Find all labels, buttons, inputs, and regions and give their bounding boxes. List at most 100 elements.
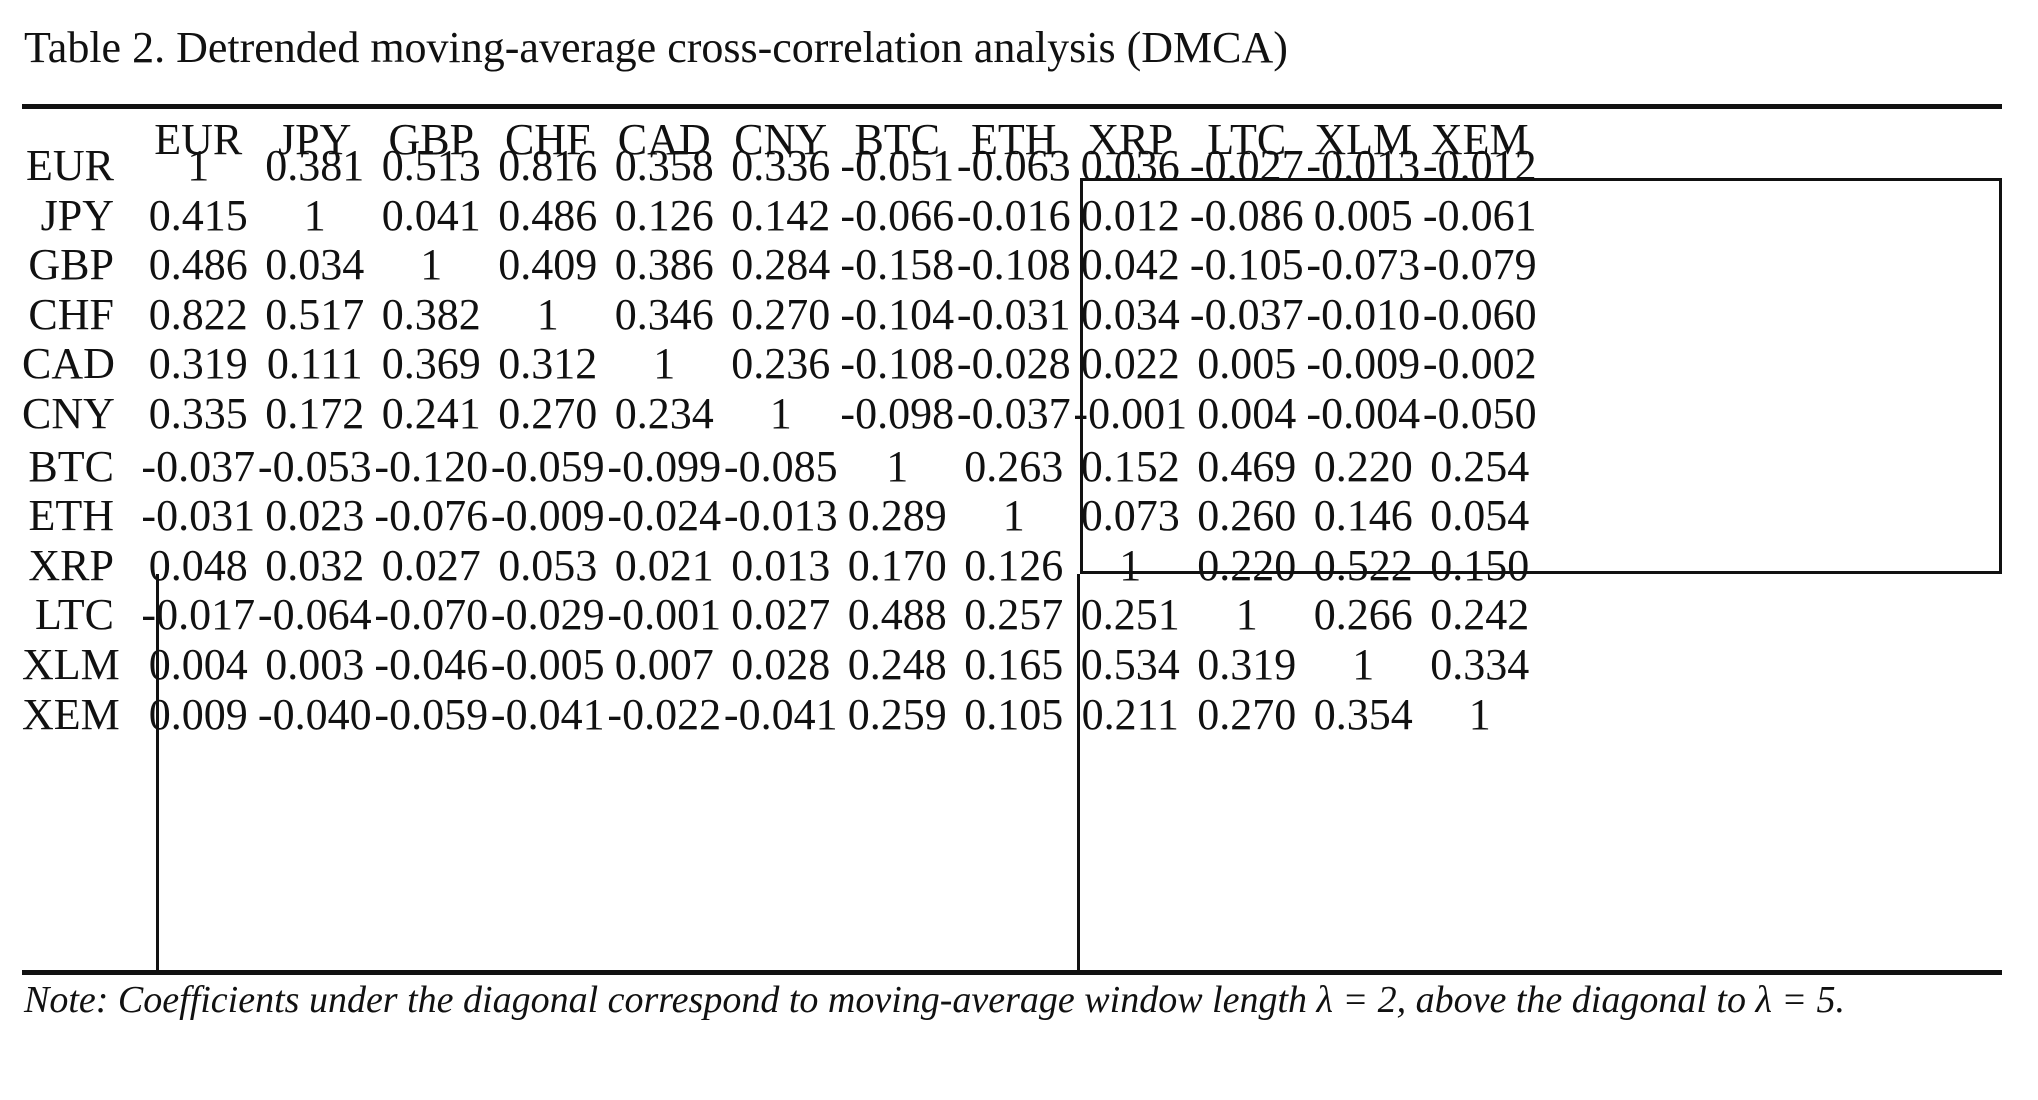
table-bottom-rule xyxy=(22,970,2002,975)
table-cell: -0.063 xyxy=(956,141,1071,190)
table-cell: 0.036 xyxy=(1080,141,1180,190)
column-header: JPY xyxy=(278,115,352,164)
table-cell: -0.022 xyxy=(607,689,722,739)
table-cell: 0.027 xyxy=(381,540,481,590)
row-label: GBP xyxy=(28,240,114,290)
table-cell: -0.066 xyxy=(840,190,955,240)
table-cell: -0.001 xyxy=(1073,389,1188,438)
table-cell: -0.060 xyxy=(1422,289,1537,339)
table-cell: 0.358 xyxy=(614,141,714,190)
table-cell: -0.059 xyxy=(374,689,489,739)
table-cell: -0.079 xyxy=(1422,240,1537,290)
table-cell: 0.236 xyxy=(731,339,831,389)
table-cell: -0.041 xyxy=(490,689,605,739)
table-cell: 0.053 xyxy=(498,540,598,590)
column-header: XEM xyxy=(1430,115,1529,164)
table-cell: 1 xyxy=(1468,689,1491,739)
column-header: CHF xyxy=(504,115,591,164)
row-label: CHF xyxy=(28,289,114,339)
table-cell: -0.050 xyxy=(1422,389,1537,438)
table-cell: 0.248 xyxy=(847,640,947,689)
row-label: ETH xyxy=(28,491,114,541)
table-cell: 0.254 xyxy=(1430,441,1530,491)
table-cell: 0.369 xyxy=(381,339,481,389)
row-label: BTC xyxy=(28,441,114,491)
table-cell: -0.016 xyxy=(956,190,1071,240)
table-cell: 0.263 xyxy=(964,441,1064,491)
table-cell: 0.284 xyxy=(731,240,831,290)
column-header: XLM xyxy=(1314,115,1413,164)
table-cell: 0.003 xyxy=(265,640,365,689)
table-cell: 0.146 xyxy=(1313,491,1413,541)
table-cell: -0.105 xyxy=(1189,240,1304,290)
table-cell: 0.270 xyxy=(731,289,831,339)
table-top-rule xyxy=(22,104,2002,109)
table-cell: 0.319 xyxy=(1197,640,1297,689)
table-cell: 0.170 xyxy=(847,540,947,590)
table-cell: 1 xyxy=(1235,590,1258,640)
table-cell: 0.005 xyxy=(1313,190,1413,240)
table-cell: -0.013 xyxy=(723,491,838,541)
table-cell: 0.251 xyxy=(1080,590,1180,640)
column-header: LTC xyxy=(1207,115,1287,164)
table-cell: -0.031 xyxy=(141,491,256,541)
table-cell: -0.064 xyxy=(257,590,372,640)
table-cell: -0.009 xyxy=(490,491,605,541)
table-cell: -0.029 xyxy=(490,590,605,640)
table-note: Note: Coefficients under the diagonal co… xyxy=(24,979,1846,1021)
table-cell: 0.319 xyxy=(148,339,248,389)
table-cell: -0.104 xyxy=(840,289,955,339)
table-cell: 0.073 xyxy=(1080,491,1180,541)
table-cell: -0.073 xyxy=(1306,240,1421,290)
table-cell: 0.259 xyxy=(847,689,947,739)
table-cell: -0.040 xyxy=(257,689,372,739)
lower-crypto-fiat-box xyxy=(156,574,1080,972)
table-cell: 0.513 xyxy=(381,141,481,190)
table-cell: 1 xyxy=(1352,640,1375,689)
table-cell: 0.034 xyxy=(1080,289,1180,339)
table-cell: 0.152 xyxy=(1080,441,1180,491)
row-label: CAD xyxy=(22,339,115,389)
row-label: XEM xyxy=(22,689,120,739)
table-caption: Table 2. Detrended moving-average cross-… xyxy=(24,23,1288,72)
table-cell: -0.051 xyxy=(840,141,955,190)
table-cell: 0.312 xyxy=(498,339,598,389)
column-header: CAD xyxy=(617,115,711,164)
row-label: JPY xyxy=(40,190,114,240)
table-cell: -0.028 xyxy=(956,339,1071,389)
table-cell: 0.409 xyxy=(498,240,598,290)
table-cell: -0.099 xyxy=(607,441,722,491)
table-cell: -0.009 xyxy=(1306,339,1421,389)
table-cell: -0.010 xyxy=(1306,289,1421,339)
table-cell: 0.522 xyxy=(1313,540,1413,590)
table-cell: 1 xyxy=(886,441,909,491)
column-header: CNY xyxy=(734,115,828,164)
table-cell: 1 xyxy=(303,190,326,240)
table-cell: 0.381 xyxy=(265,141,365,190)
table-cell: -0.002 xyxy=(1422,339,1537,389)
table-cell: -0.158 xyxy=(840,240,955,290)
table-cell: 0.382 xyxy=(381,289,481,339)
table-cell: 0.021 xyxy=(614,540,714,590)
table-cell: 0.816 xyxy=(498,141,598,190)
table-cell: -0.053 xyxy=(257,441,372,491)
table-cell: 0.234 xyxy=(614,389,714,438)
table-cell: -0.086 xyxy=(1189,190,1304,240)
table-cell: 0.042 xyxy=(1080,240,1180,290)
row-label: XLM xyxy=(22,640,120,689)
table-cell: 0.334 xyxy=(1430,640,1530,689)
table-cell: -0.098 xyxy=(840,389,955,438)
table-cell: -0.059 xyxy=(490,441,605,491)
table-cell: 0.266 xyxy=(1313,590,1413,640)
table-cell: -0.041 xyxy=(723,689,838,739)
column-header: EUR xyxy=(154,115,243,164)
table-cell: 0.415 xyxy=(148,190,248,240)
table-cell: -0.013 xyxy=(1306,141,1421,190)
row-label: LTC xyxy=(34,590,114,640)
table-cell: -0.031 xyxy=(956,289,1071,339)
table-cell: 0.126 xyxy=(964,540,1064,590)
table-cell: 0.004 xyxy=(1197,389,1297,438)
table-cell: 0.007 xyxy=(614,640,714,689)
table-cell: -0.037 xyxy=(1189,289,1304,339)
table-cell: 0.028 xyxy=(731,640,831,689)
